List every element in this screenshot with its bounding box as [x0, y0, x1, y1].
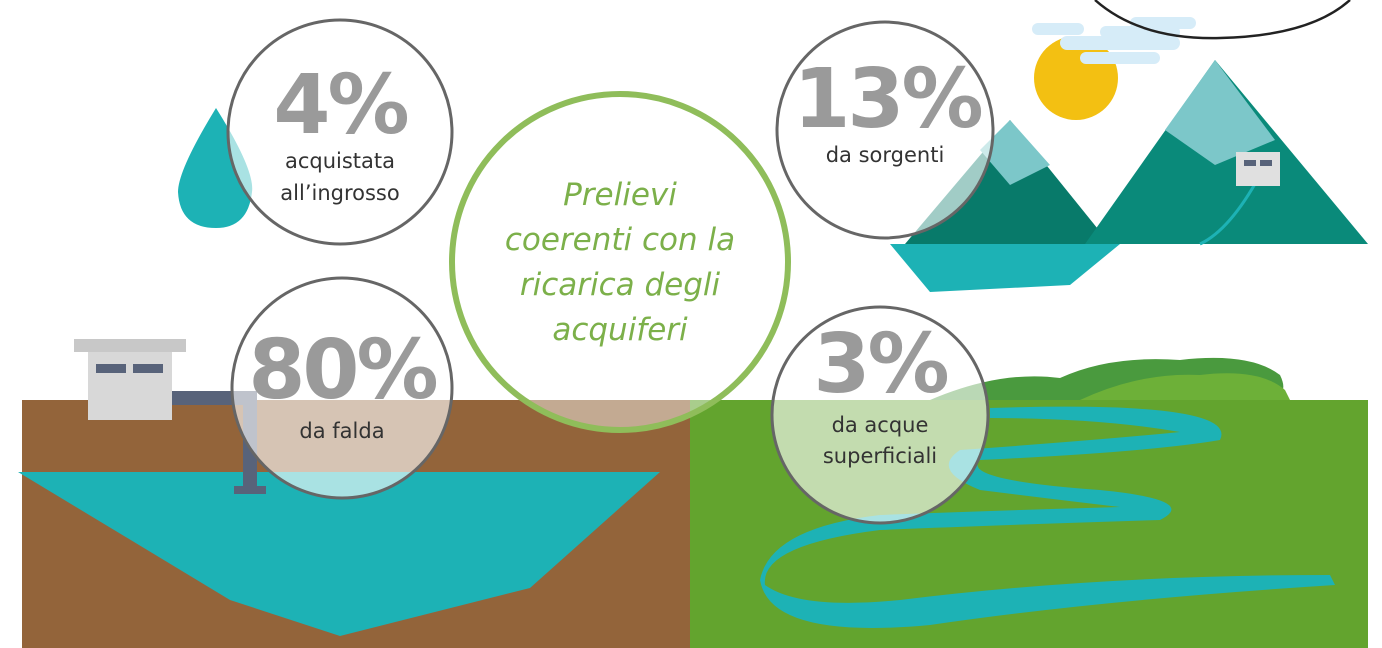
center-text: ricarica degli	[520, 267, 721, 303]
caption: acquistata	[285, 149, 395, 173]
caption: da falda	[299, 419, 384, 443]
infographic: Prelievi coerenti con la ricarica degli …	[0, 0, 1382, 648]
percent: 3%	[813, 317, 947, 412]
caption: da sorgenti	[826, 143, 945, 167]
pipe-end	[234, 486, 266, 494]
caption: da acque	[832, 413, 929, 437]
window	[1260, 160, 1272, 166]
caption: all’ingrosso	[280, 181, 399, 205]
percent: 13%	[793, 52, 981, 147]
roof	[74, 339, 186, 352]
window	[133, 364, 163, 373]
window	[96, 364, 126, 373]
center-text: Prelievi	[563, 177, 677, 213]
percent: 4%	[273, 58, 407, 153]
center-text: acquiferi	[552, 312, 688, 348]
window	[1244, 160, 1256, 166]
center-circle	[452, 94, 788, 430]
lake	[890, 244, 1120, 292]
spring-house	[1236, 152, 1280, 186]
percent: 80%	[248, 323, 436, 418]
well-house	[88, 352, 172, 420]
caption: superficiali	[823, 444, 937, 468]
center-text: coerenti con la	[505, 222, 735, 258]
